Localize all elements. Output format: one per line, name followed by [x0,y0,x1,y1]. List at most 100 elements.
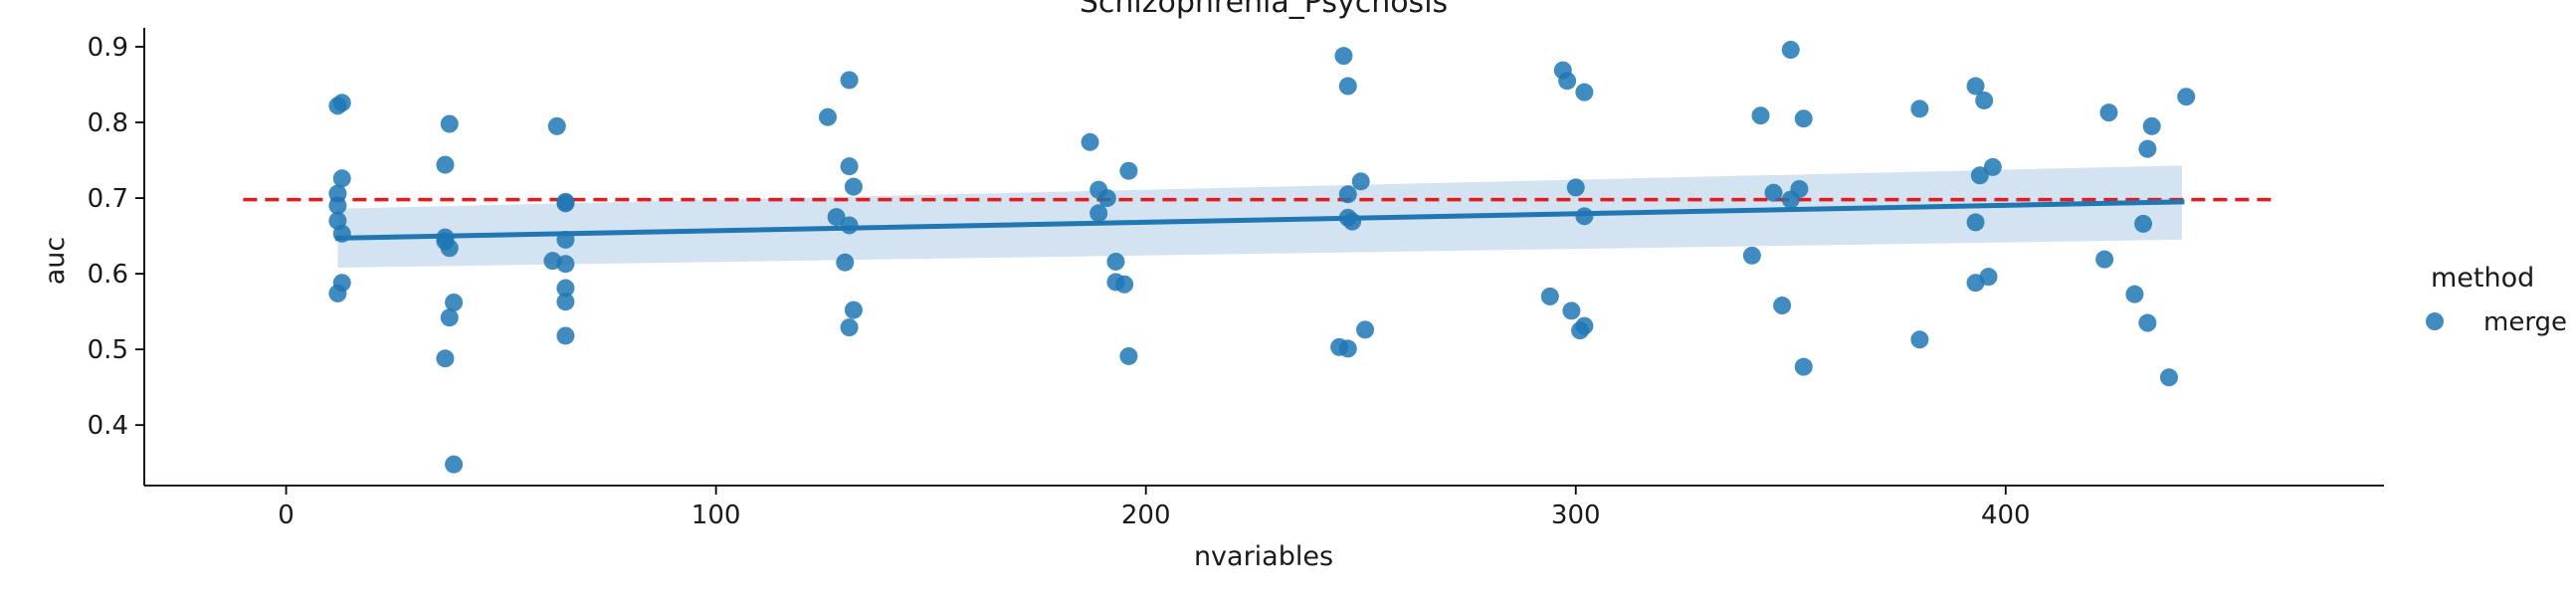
y-tick-label: 0.4 [88,411,128,441]
data-point [1910,330,1929,349]
data-point [2134,214,2153,233]
data-point [2177,88,2196,106]
data-point [1966,274,1985,293]
data-point [1338,185,1357,204]
data-point [440,239,459,258]
y-tick-label: 0.7 [88,184,128,214]
data-point [1781,41,1800,60]
data-point [1119,161,1138,180]
legend-marker [2426,312,2444,330]
data-point [1097,189,1116,208]
data-point [840,318,859,337]
data-point [332,169,351,188]
x-tick-label: 300 [1551,500,1601,530]
x-tick-label: 200 [1121,500,1171,530]
data-point [2138,139,2157,158]
data-point [1742,246,1761,265]
y-axis-ticks: 0.4 0.5 0.6 0.7 0.8 0.9 [88,33,144,441]
data-point [1575,207,1594,226]
data-point [1781,190,1800,209]
data-point [1343,212,1362,231]
x-tick-label: 0 [278,500,295,530]
regression-line [334,199,2185,241]
data-point [844,300,863,319]
data-point [1338,77,1357,96]
chart-title: Schizophrenia_Psychosis [1080,0,1448,20]
data-point [1106,252,1125,271]
x-axis-ticks: 0 100 200 300 400 [278,486,2031,530]
data-point [445,294,464,311]
data-point [827,208,846,227]
data-point [1764,183,1783,202]
x-tick-label: 100 [692,500,741,530]
legend-title: method [2431,263,2534,294]
data-point [2159,368,2178,387]
data-point [836,253,855,272]
data-point [840,71,859,90]
data-point [2095,250,2114,269]
data-point [328,284,347,302]
data-point [2125,285,2144,303]
data-point [1571,321,1590,340]
y-tick-label: 0.8 [88,108,128,138]
legend: method merge [2426,263,2567,337]
data-point [547,116,566,135]
data-point [1338,339,1357,358]
data-point [1794,109,1813,128]
data-point [436,155,455,174]
data-point [818,107,837,126]
data-point [440,114,459,133]
y-axis-label: auc [40,237,71,286]
data-point [1575,83,1594,101]
data-point [1910,100,1929,118]
data-point [556,194,575,213]
data-point [1966,77,1985,96]
data-point [556,230,575,249]
data-point [436,349,455,368]
data-point [844,177,863,196]
data-point [840,157,859,176]
data-point [1090,204,1108,223]
data-point [1119,346,1138,365]
axes: 0 100 200 300 400 0.4 0.5 0.6 0.7 0.8 0.9 [88,28,2384,530]
data-point [445,455,464,474]
data-point [332,94,351,112]
data-point [556,293,575,311]
data-point [1351,172,1370,191]
data-point [1566,178,1585,197]
data-points [328,41,2196,474]
data-point [2142,116,2161,135]
data-point [1334,47,1353,66]
plot-area [243,41,2273,474]
data-point [1356,320,1375,339]
data-point [440,308,459,327]
data-point [1773,297,1792,315]
data-point [328,196,347,215]
y-tick-label: 0.9 [88,33,128,63]
data-point [2099,103,2118,122]
y-tick-label: 0.5 [88,335,128,365]
data-point [1966,213,1985,232]
data-point [1975,91,1994,109]
data-point [1751,106,1770,125]
data-point [1983,157,2002,176]
legend-label-merge: merge [2483,307,2567,337]
data-point [1540,287,1559,305]
data-point [1794,357,1813,376]
data-point [1558,72,1577,91]
data-point [2138,313,2157,332]
y-tick-label: 0.6 [88,260,128,290]
data-point [556,279,575,298]
data-point [332,224,351,243]
data-point [1081,132,1099,151]
data-point [556,326,575,345]
x-axis-label: nvariables [1194,541,1333,572]
data-point [556,255,575,274]
data-point [1115,275,1134,294]
confidence-band [337,165,2182,269]
data-point [1970,166,1989,185]
x-tick-label: 400 [1981,500,2031,530]
data-point [1562,301,1581,320]
data-point [840,216,859,235]
